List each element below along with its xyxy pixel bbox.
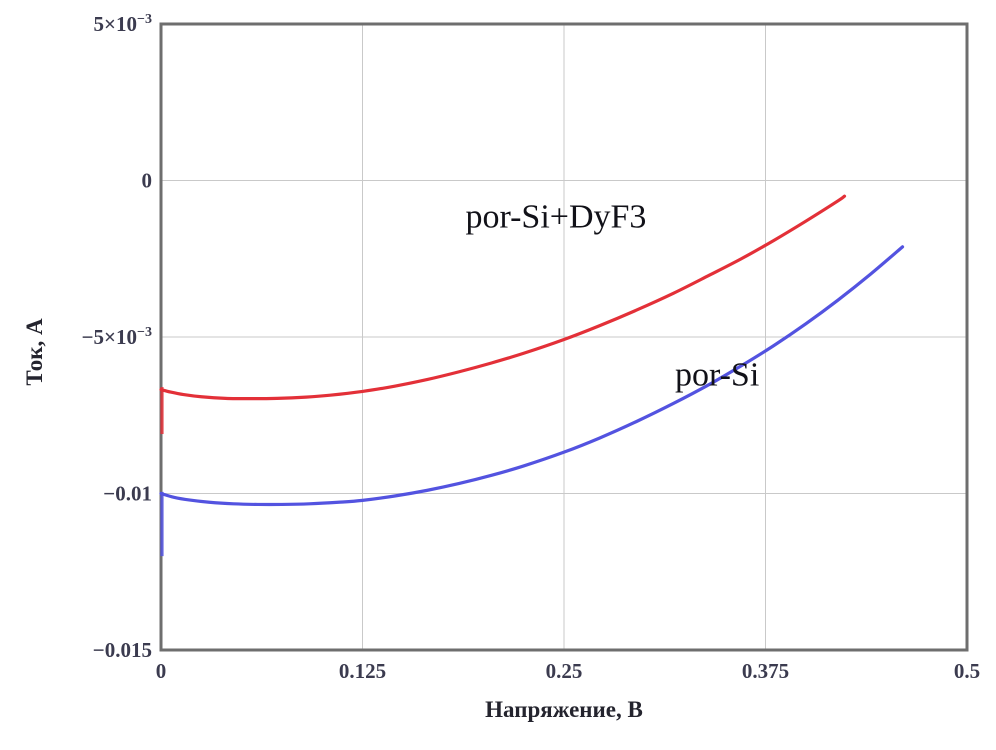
y-tick-label: 0 — [142, 169, 153, 193]
x-tick-label: 0.5 — [954, 659, 980, 683]
y-tick-label: −0.01 — [103, 482, 152, 506]
data-curves — [159, 194, 905, 557]
plot-frame — [159, 22, 969, 652]
series-annotations: por-Si+DyF3 por-Si — [465, 198, 759, 393]
series-label-por-si: por-Si — [675, 357, 759, 394]
y-axis-tick-labels: 5×10−3 0 −5×10−3 −0.01 −0.015 — [82, 12, 152, 662]
x-tick-label: 0.125 — [339, 659, 386, 683]
y-tick-label: 5×10−3 — [94, 12, 152, 36]
series-label-por-si-dyf3: por-Si+DyF3 — [465, 198, 646, 235]
curve-por-si-dyf3 — [159, 194, 847, 401]
y-tick-label: −5×10−3 — [82, 325, 152, 349]
gridlines — [161, 24, 967, 650]
curve-por-si — [159, 245, 905, 507]
y-axis-title: Ток, А — [22, 318, 47, 386]
x-axis-tick-labels: 0 0.125 0.25 0.375 0.5 — [156, 659, 980, 683]
y-tick-label: −0.015 — [93, 638, 152, 662]
x-tick-label: 0.25 — [546, 659, 583, 683]
x-tick-label: 0.375 — [742, 659, 789, 683]
x-tick-label: 0 — [156, 659, 167, 683]
x-axis-title: Напряжение, В — [485, 697, 643, 722]
